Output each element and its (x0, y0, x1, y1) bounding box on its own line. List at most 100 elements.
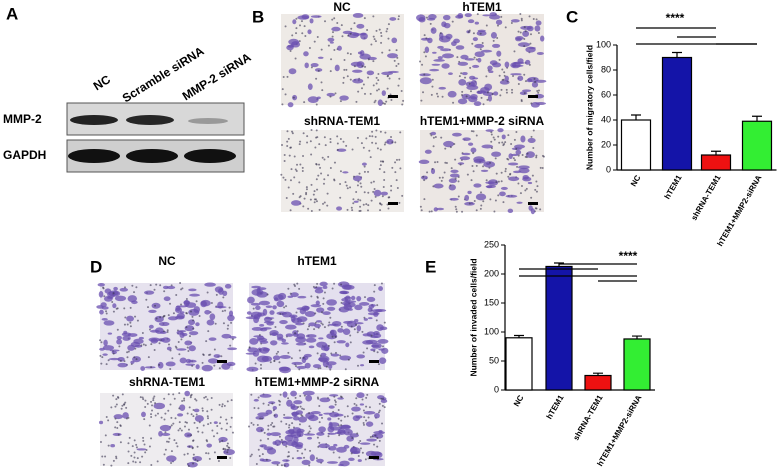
cell (183, 299, 190, 307)
cell (333, 341, 336, 344)
cell (322, 311, 331, 316)
cell (363, 165, 366, 168)
cell (520, 25, 532, 30)
cell (159, 284, 162, 287)
cell (285, 423, 288, 426)
cell (161, 337, 171, 343)
cell (338, 456, 341, 459)
cell (473, 183, 482, 188)
cell (370, 181, 373, 184)
cell (272, 355, 281, 361)
cell (299, 195, 302, 198)
cell (296, 456, 303, 460)
cell (178, 421, 181, 424)
cell (423, 34, 426, 37)
cell (449, 173, 460, 178)
cell (327, 44, 330, 47)
cell (487, 65, 493, 71)
cell (288, 424, 291, 427)
cell (434, 136, 437, 139)
cell (204, 282, 216, 287)
cell (432, 145, 435, 148)
cell (272, 305, 277, 310)
cell (112, 310, 115, 313)
cell (190, 413, 193, 416)
cell (423, 73, 426, 76)
cell (268, 401, 276, 405)
cell (363, 17, 366, 20)
cell (359, 32, 367, 36)
cell (295, 311, 298, 314)
cell (273, 414, 276, 417)
cell (313, 190, 316, 193)
cell (314, 146, 317, 149)
cell (329, 412, 340, 418)
cell (520, 135, 526, 143)
cell (316, 282, 319, 285)
cell (267, 424, 270, 427)
cell (397, 62, 400, 65)
cell (180, 429, 183, 432)
cell (504, 61, 510, 68)
cell (503, 71, 506, 74)
cell (315, 129, 318, 132)
cell (527, 181, 533, 185)
cell (458, 79, 467, 86)
cell (373, 189, 382, 197)
cell (381, 404, 384, 407)
cell (378, 357, 387, 364)
cell (520, 19, 523, 22)
cell (390, 136, 393, 139)
cell (309, 454, 315, 462)
cell (141, 411, 146, 418)
cell (231, 338, 234, 341)
cell (231, 431, 234, 434)
cell (436, 207, 445, 211)
cell (511, 88, 514, 91)
cell (331, 31, 334, 34)
cell (508, 176, 520, 182)
cell (261, 355, 273, 362)
cell (465, 95, 468, 98)
cell (150, 413, 153, 416)
cell (366, 393, 369, 396)
cell (272, 441, 277, 445)
cell (362, 83, 365, 86)
cell (424, 55, 427, 58)
cell (374, 135, 377, 138)
cell (523, 45, 526, 48)
cell (133, 356, 136, 359)
cell (317, 397, 320, 400)
cell (480, 49, 493, 53)
cell (327, 344, 330, 347)
cell (535, 20, 542, 26)
cell (327, 37, 335, 42)
cell (225, 418, 228, 421)
cell (352, 175, 355, 178)
cell (121, 404, 124, 407)
cell (362, 333, 372, 337)
cell (363, 92, 366, 95)
cell (129, 306, 132, 309)
cell (369, 435, 372, 438)
y-tick-label: 200 (484, 268, 499, 278)
scale-bar (369, 360, 379, 363)
cell (297, 295, 307, 299)
cell (270, 340, 278, 346)
cell (316, 36, 319, 39)
cell (537, 32, 540, 35)
cell (151, 409, 154, 412)
cell (101, 356, 104, 359)
cell (185, 326, 188, 329)
cell (307, 207, 310, 210)
cell (525, 46, 536, 53)
cell (300, 413, 303, 416)
cell (259, 444, 267, 448)
cell (374, 40, 377, 43)
cell (482, 165, 485, 168)
cell (371, 141, 374, 144)
cell (302, 155, 305, 158)
cell (450, 167, 453, 170)
cell (512, 157, 515, 160)
cell (303, 394, 306, 397)
